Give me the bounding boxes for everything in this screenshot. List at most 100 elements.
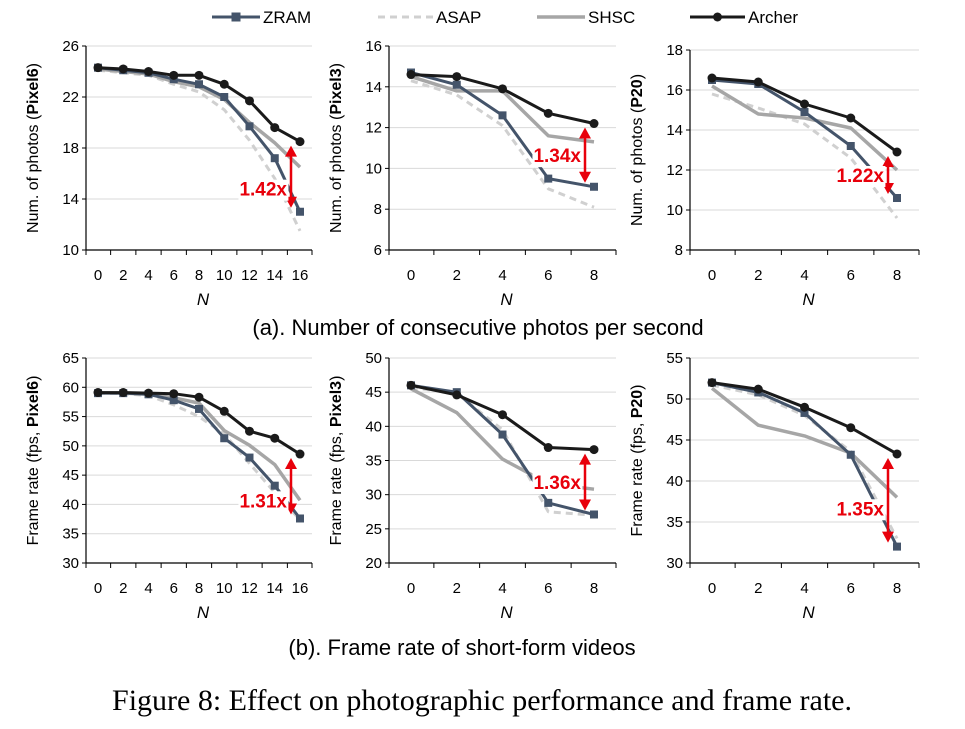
y-tick-label: 35: [62, 526, 79, 543]
series-archer: [406, 70, 599, 129]
y-tick-label: 65: [62, 350, 79, 367]
legend-item-shsc: SHSC: [537, 8, 635, 27]
legend-marker: [231, 12, 241, 22]
data-point-archer: [846, 423, 856, 433]
data-point-archer: [406, 380, 416, 390]
data-point-archer: [589, 119, 599, 129]
x-tick-label: 0: [407, 267, 415, 284]
data-point-zram: [590, 510, 598, 519]
x-tick-label: 0: [94, 267, 102, 284]
x-tick-label: 0: [708, 267, 716, 284]
legend-item-zram: ZRAM: [212, 8, 311, 27]
y-axis-label-device: Pixel3: [328, 381, 345, 427]
y-tick-label: 55: [666, 350, 683, 367]
data-point-zram: [296, 514, 304, 523]
data-point-archer: [846, 113, 856, 123]
subcaption-b: (b). Frame rate of short-form videos: [288, 635, 635, 660]
x-tick-label: 4: [498, 267, 506, 284]
data-point-archer: [144, 388, 153, 398]
x-tick-label: 4: [800, 267, 808, 284]
gain-arrow-head-top: [579, 127, 591, 139]
series-archer: [707, 378, 902, 459]
y-axis-label-prefix: Num. of photos (: [328, 114, 345, 233]
y-tick-label: 30: [62, 555, 79, 572]
y-tick-label: 30: [666, 555, 683, 572]
data-point-archer: [219, 79, 229, 89]
data-point-zram: [846, 450, 855, 459]
data-point-zram: [245, 453, 254, 462]
gain-arrow-head-top: [285, 458, 297, 470]
y-tick-label: 6: [374, 242, 382, 259]
data-point-archer: [144, 67, 153, 76]
x-axis-label: N: [802, 603, 815, 622]
data-point-archer: [194, 70, 204, 80]
x-tick-label: 8: [893, 580, 901, 597]
data-point-zram: [270, 481, 279, 490]
x-tick-label: 12: [241, 580, 258, 597]
y-axis-label-suffix: ): [25, 376, 42, 381]
series-line-asap: [97, 68, 302, 232]
data-point-zram: [800, 108, 809, 116]
x-tick-label: 4: [144, 267, 152, 284]
y-tick-label: 55: [62, 409, 79, 426]
y-tick-label: 40: [365, 418, 382, 435]
legend-label: SHSC: [588, 8, 635, 27]
gain-arrow-head-bottom: [579, 171, 591, 183]
data-point-zram: [498, 111, 507, 120]
x-axis-label: N: [500, 290, 513, 309]
data-point-zram: [544, 498, 553, 507]
data-point-archer: [406, 70, 416, 80]
legend: ZRAM ASAP SHSC Archer: [212, 8, 798, 27]
x-tick-label: 6: [544, 267, 552, 284]
data-point-zram: [893, 542, 901, 551]
series-archer: [93, 388, 305, 459]
y-axis-label: Frame rate (fps, P20): [629, 384, 646, 536]
data-point-zram: [498, 430, 507, 439]
gain-label: 1.36x: [533, 473, 581, 494]
y-axis-label: Num. of photos (Pixel3): [328, 63, 345, 233]
data-point-zram: [544, 174, 553, 183]
data-point-archer: [169, 70, 179, 80]
x-tick-label: 16: [292, 267, 309, 284]
gain-label: 1.31x: [239, 491, 287, 512]
y-axis-label: Num. of photos (Pixel6): [25, 63, 42, 233]
y-axis-label: Frame rate (fps, Pixel3): [328, 376, 345, 546]
chart-photos-p20: 8 10 12 14 16 18 0 2 4 6 8 N Num. of photos (P20) 1.2…: [629, 42, 920, 309]
y-axis-label-device: Pixel3: [328, 68, 345, 114]
data-point-archer: [295, 137, 305, 147]
x-tick-label: 6: [847, 267, 855, 284]
data-point-zram: [893, 194, 901, 202]
y-axis-label: Num. of photos (P20): [629, 74, 646, 226]
y-tick-label: 18: [62, 140, 79, 157]
data-point-archer: [270, 433, 280, 443]
y-tick-label: 50: [365, 350, 382, 367]
y-tick-label: 45: [666, 432, 683, 449]
data-point-archer: [707, 378, 717, 388]
y-axis-label-suffix: ): [629, 384, 646, 389]
data-point-zram: [195, 404, 203, 413]
chart-photos-pixel6: 10 14 18 22 26 0 2 4 6 8 10 12 14 16 N Num. of photos (…: [25, 38, 313, 309]
data-point-zram: [195, 80, 203, 89]
y-tick-label: 10: [365, 160, 382, 177]
y-tick-label: 35: [666, 514, 683, 531]
data-point-archer: [118, 388, 128, 398]
x-tick-label: 4: [144, 580, 152, 597]
y-axis-label-suffix: ): [328, 63, 345, 68]
x-tick-label: 14: [266, 267, 283, 284]
data-point-archer: [589, 445, 599, 455]
y-axis-label-prefix: Num. of photos (: [25, 114, 42, 233]
x-axis-label: N: [802, 290, 815, 309]
x-tick-label: 2: [754, 267, 762, 284]
data-point-zram: [220, 93, 229, 101]
x-tick-label: 8: [893, 267, 901, 284]
data-point-archer: [118, 64, 128, 74]
x-tick-label: 0: [708, 580, 716, 597]
y-tick-label: 16: [365, 38, 382, 55]
series-asap: [97, 68, 302, 232]
series-line-shsc: [711, 84, 899, 172]
data-point-archer: [245, 96, 254, 106]
y-tick-label: 20: [365, 555, 382, 572]
y-tick-label: 16: [666, 82, 683, 99]
data-point-zram: [169, 396, 178, 405]
gain-arrow-head-bottom: [579, 499, 591, 511]
